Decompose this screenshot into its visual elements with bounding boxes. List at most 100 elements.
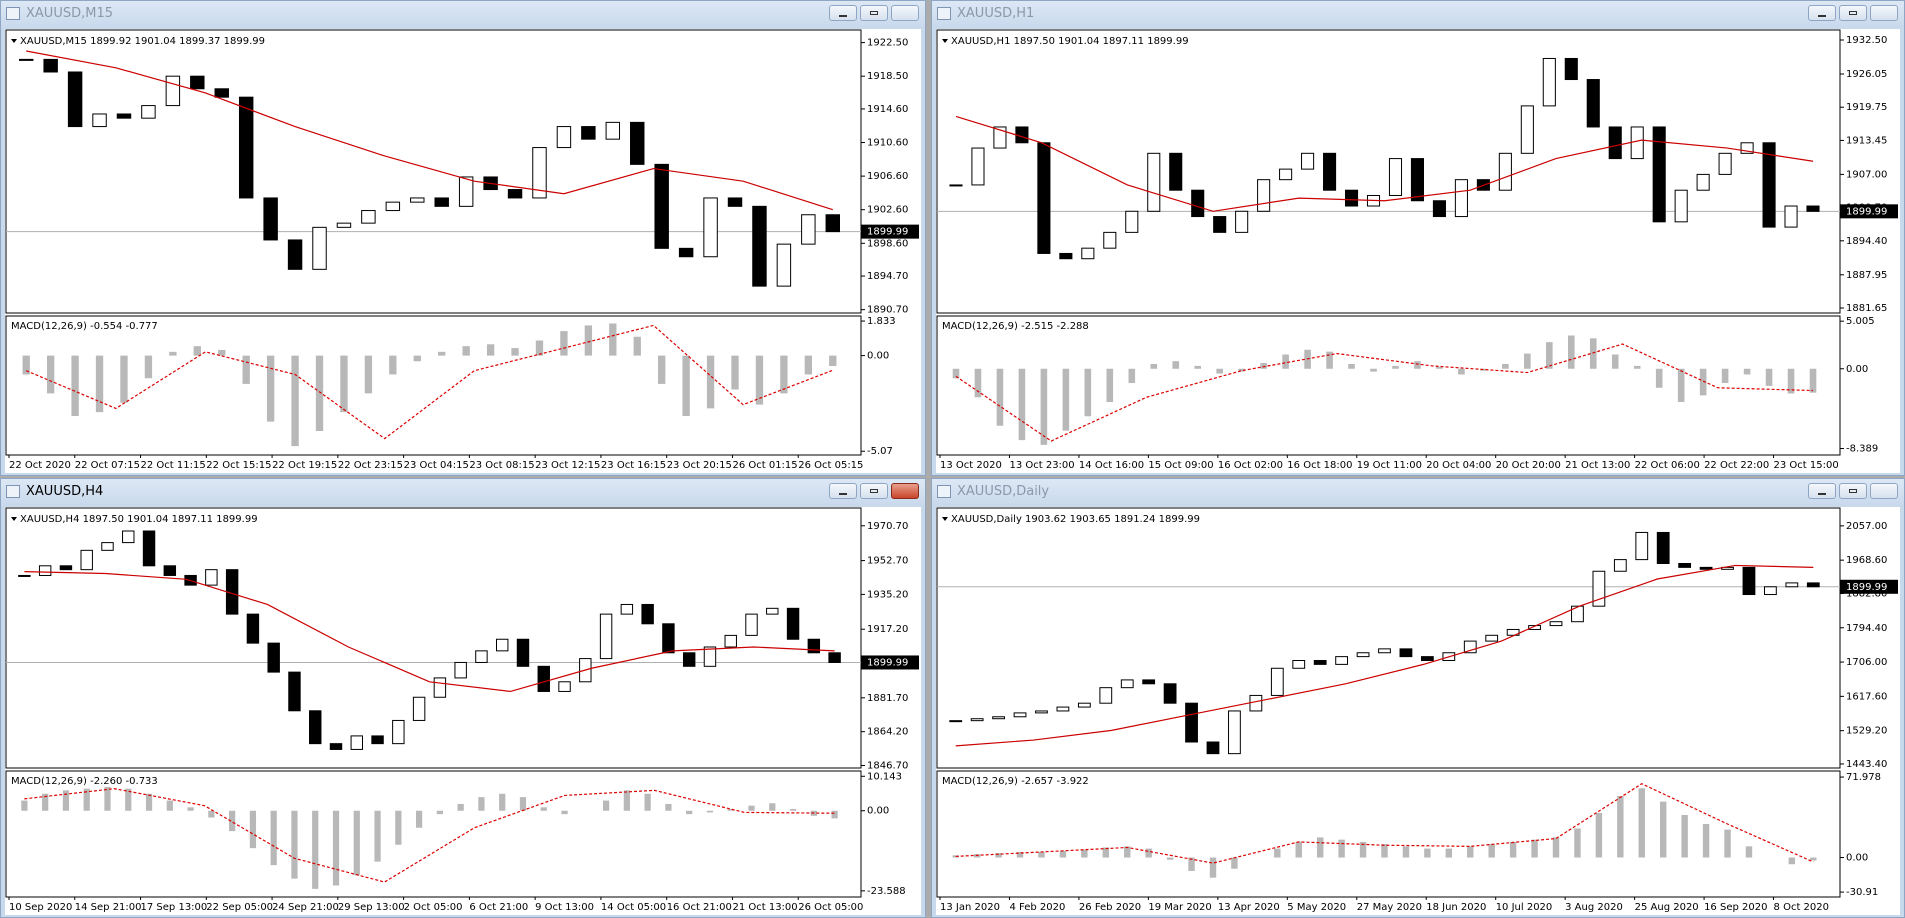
candle [1191, 189, 1205, 218]
chart: 1922.50 1918.50 1914.60 1910.60 1906.60 1902.… [5, 29, 921, 473]
maximize-button[interactable] [860, 5, 888, 21]
chart-window[interactable]: XAUUSD,H4 1970.70 1952.70 1935.20 1917.20 18… [0, 478, 926, 918]
candle [993, 126, 1007, 149]
moving-average [26, 50, 833, 211]
chart-window[interactable]: XAUUSD,H1 1932.50 1926.05 1919.75 1913.45 19… [931, 0, 1905, 476]
time-label: 10 Jul 2020 [1496, 902, 1553, 913]
window-icon [6, 485, 20, 498]
chart-window[interactable]: XAUUSD,Daily 2057.00 1968.60 1882.80 1794.4… [931, 478, 1905, 918]
time-label: 16 Oct 21:00 [667, 902, 732, 913]
candle [1740, 142, 1754, 154]
candle [141, 105, 156, 119]
candle [654, 163, 669, 249]
close-button[interactable] [891, 5, 919, 21]
candle [599, 613, 613, 660]
maximize-button[interactable] [860, 483, 888, 499]
candle [59, 565, 73, 571]
tick-label: 0.00 [1846, 853, 1868, 864]
candle [312, 226, 327, 270]
close-button[interactable] [1870, 483, 1898, 499]
candle [1630, 126, 1644, 160]
candle [630, 121, 645, 165]
candle [1228, 710, 1241, 755]
chart-info: XAUUSD,H1 1897.50 1901.04 1897.11 1899.9… [951, 36, 1189, 47]
moving-average [955, 115, 1814, 212]
time-label: 22 Oct 11:15 [141, 460, 206, 471]
time-label: 23 Oct 15:00 [1774, 460, 1839, 471]
candle [1762, 142, 1776, 228]
candle [949, 184, 963, 187]
time-label: 26 Feb 2020 [1079, 902, 1141, 913]
tick-label: 0.00 [867, 351, 889, 362]
candle [1356, 652, 1370, 658]
time-label: 17 Sep 13:00 [141, 902, 208, 913]
minimize-button[interactable] [829, 483, 857, 499]
chart-info: XAUUSD,Daily 1903.62 1903.65 1891.24 189… [951, 514, 1200, 525]
moving-average [24, 570, 835, 693]
time-label: 23 Oct 16:15 [601, 460, 666, 471]
candle [1652, 126, 1666, 223]
close-button[interactable] [1870, 5, 1898, 21]
title-bar[interactable]: XAUUSD,M15 [1, 1, 925, 27]
tick-label: 1917.20 [867, 624, 908, 635]
close-button[interactable] [891, 483, 919, 499]
candle [18, 574, 31, 577]
candle [828, 652, 841, 663]
time-label: 20 Oct 04:00 [1426, 460, 1491, 471]
candle [745, 613, 758, 636]
title-bar[interactable]: XAUUSD,H1 [932, 1, 1904, 27]
candle [165, 75, 181, 107]
tick-label: 1902.60 [867, 205, 908, 216]
candle [1542, 57, 1556, 107]
candle [410, 197, 425, 203]
candle [263, 197, 278, 241]
minimize-button[interactable] [829, 5, 857, 21]
chart-info: XAUUSD,M15 1899.92 1901.04 1899.37 1899.… [20, 36, 265, 47]
candle [336, 222, 352, 228]
candle [1035, 710, 1048, 714]
tick-label: 1443.40 [1846, 759, 1887, 770]
candle [1454, 179, 1468, 218]
maximize-button[interactable] [1839, 5, 1867, 21]
title-bar[interactable]: XAUUSD,H4 [1, 479, 925, 505]
time-label: 16 Oct 18:00 [1287, 460, 1352, 471]
candle [662, 623, 675, 654]
candle [1257, 179, 1271, 212]
tick-label: 1890.70 [867, 305, 908, 316]
price-label-box [1840, 204, 1898, 219]
candle [1169, 152, 1183, 191]
candle [703, 646, 717, 667]
candle [1520, 105, 1534, 154]
candle [1099, 687, 1113, 704]
tick-label: 1887.95 [1846, 270, 1887, 281]
tick-label: 0.00 [867, 806, 889, 817]
time-label: 13 Jan 2020 [940, 902, 1000, 913]
chart-window[interactable]: XAUUSD,M15 1922.50 1918.50 1914.60 1910.60 1… [0, 0, 926, 476]
candle [412, 696, 426, 721]
window-title: XAUUSD,M15 [26, 6, 113, 21]
tick-label: 1968.60 [1846, 555, 1887, 566]
tick-label: 1970.70 [867, 521, 908, 532]
time-label: 23 Oct 08:15 [469, 460, 534, 471]
minimize-button[interactable] [1808, 483, 1836, 499]
window-title: XAUUSD,H1 [957, 6, 1035, 21]
candle [1206, 741, 1220, 755]
title-bar[interactable]: XAUUSD,Daily [932, 479, 1904, 505]
time-label: 22 Oct 22:00 [1704, 460, 1769, 471]
candle [1549, 621, 1563, 627]
minimize-button[interactable] [1808, 5, 1836, 21]
time-label: 19 Oct 11:00 [1357, 460, 1422, 471]
time-label: 27 May 2020 [1357, 902, 1422, 913]
time-label: 9 Oct 13:00 [535, 902, 594, 913]
candle [1279, 168, 1293, 181]
candle [1806, 205, 1820, 212]
tick-label: 10.143 [867, 771, 902, 782]
time-label: 29 Sep 13:00 [338, 902, 405, 913]
maximize-button[interactable] [1839, 483, 1867, 499]
time-label: 15 Oct 09:00 [1148, 460, 1213, 471]
candle [1344, 189, 1359, 207]
candle [101, 542, 114, 551]
candle [475, 650, 488, 663]
chart: 1970.70 1952.70 1935.20 1917.20 1881.70 1864.… [5, 507, 921, 915]
time-label: 10 Sep 2020 [9, 902, 72, 913]
